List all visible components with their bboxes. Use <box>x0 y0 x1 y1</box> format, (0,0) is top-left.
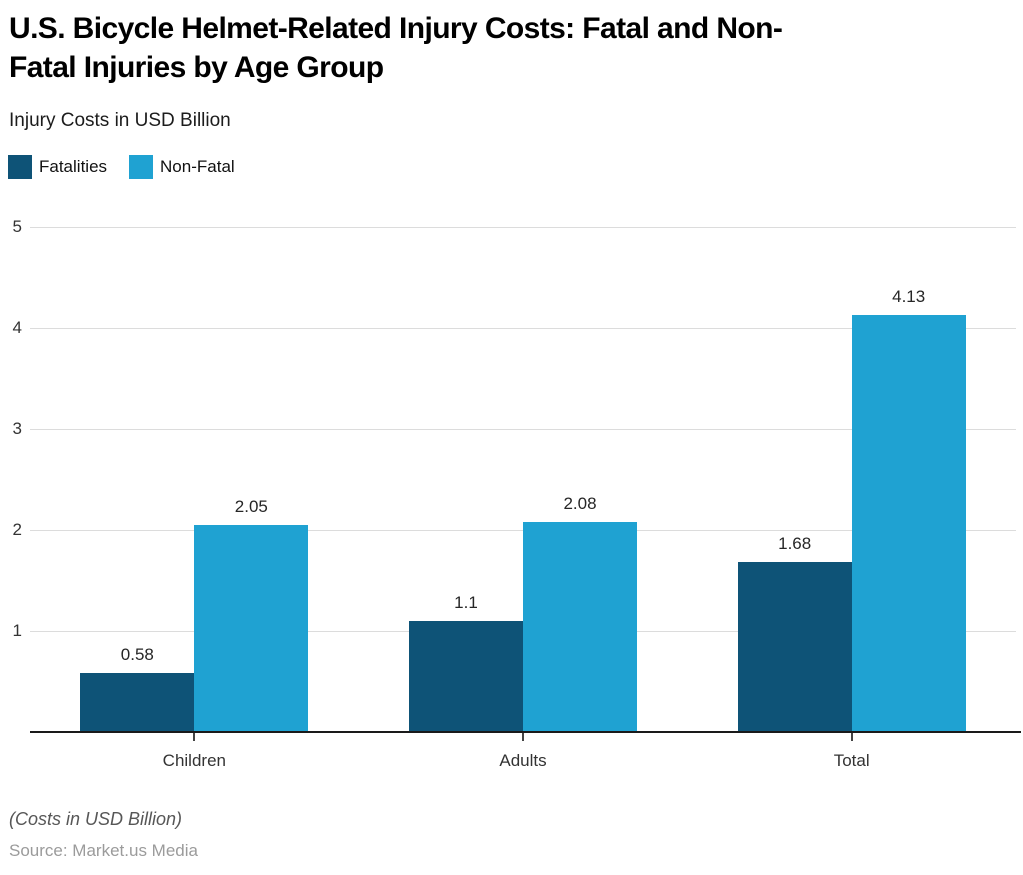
y-axis-tick-label: 5 <box>12 217 22 236</box>
legend-item-non-fatal: Non-Fatal <box>129 155 235 179</box>
page-title: U.S. Bicycle Helmet-Related Injury Costs… <box>9 12 783 84</box>
bar-fatalities-children <box>80 673 195 732</box>
footer-source: Source: Market.us Media <box>9 841 198 860</box>
y-axis-tick-label: 2 <box>12 520 22 539</box>
gridline-y-5 <box>30 226 1016 228</box>
gridline-y-3 <box>30 428 1016 430</box>
legend-swatch-icon <box>129 155 154 179</box>
bar-fatalities-adults <box>409 620 523 732</box>
y-axis-tick-label: 3 <box>12 419 22 438</box>
bar-value-label: 2.05 <box>234 496 268 516</box>
x-axis-tick-mark <box>193 733 196 741</box>
x-axis-category-label: Total <box>833 751 870 770</box>
bar-fatalities-total <box>737 562 852 732</box>
bar-non-fatal-total <box>851 314 966 732</box>
bar-non-fatal-adults <box>523 521 637 732</box>
footer-note: (Costs in USD Billion) <box>9 809 183 829</box>
legend-swatch-icon <box>8 155 32 179</box>
bar-value-label: 1.68 <box>778 534 812 554</box>
legend-item-fatalities: Fatalities <box>8 155 107 179</box>
bar-value-label: 4.13 <box>892 286 926 306</box>
bar-value-label: 1.1 <box>454 592 478 612</box>
x-axis-tick-mark <box>522 733 524 741</box>
legend: Fatalities Non-Fatal <box>8 155 235 179</box>
chart-subtitle: Injury Costs in USD Billion <box>9 110 231 131</box>
bar-value-label: 0.58 <box>120 645 154 665</box>
legend-label: Fatalities <box>39 157 108 176</box>
x-axis-line <box>30 731 1021 733</box>
x-axis-category-label: Children <box>162 751 226 770</box>
y-axis-tick-label: 4 <box>12 318 22 337</box>
x-axis-category-label: Adults <box>499 751 547 770</box>
x-axis-tick-mark <box>850 733 853 741</box>
bar-value-label: 2.08 <box>563 493 597 513</box>
y-axis-tick-label: 1 <box>12 621 22 640</box>
gridline-y-4 <box>30 327 1016 329</box>
legend-label: Non-Fatal <box>160 157 235 176</box>
bar-non-fatal-children <box>194 524 309 732</box>
